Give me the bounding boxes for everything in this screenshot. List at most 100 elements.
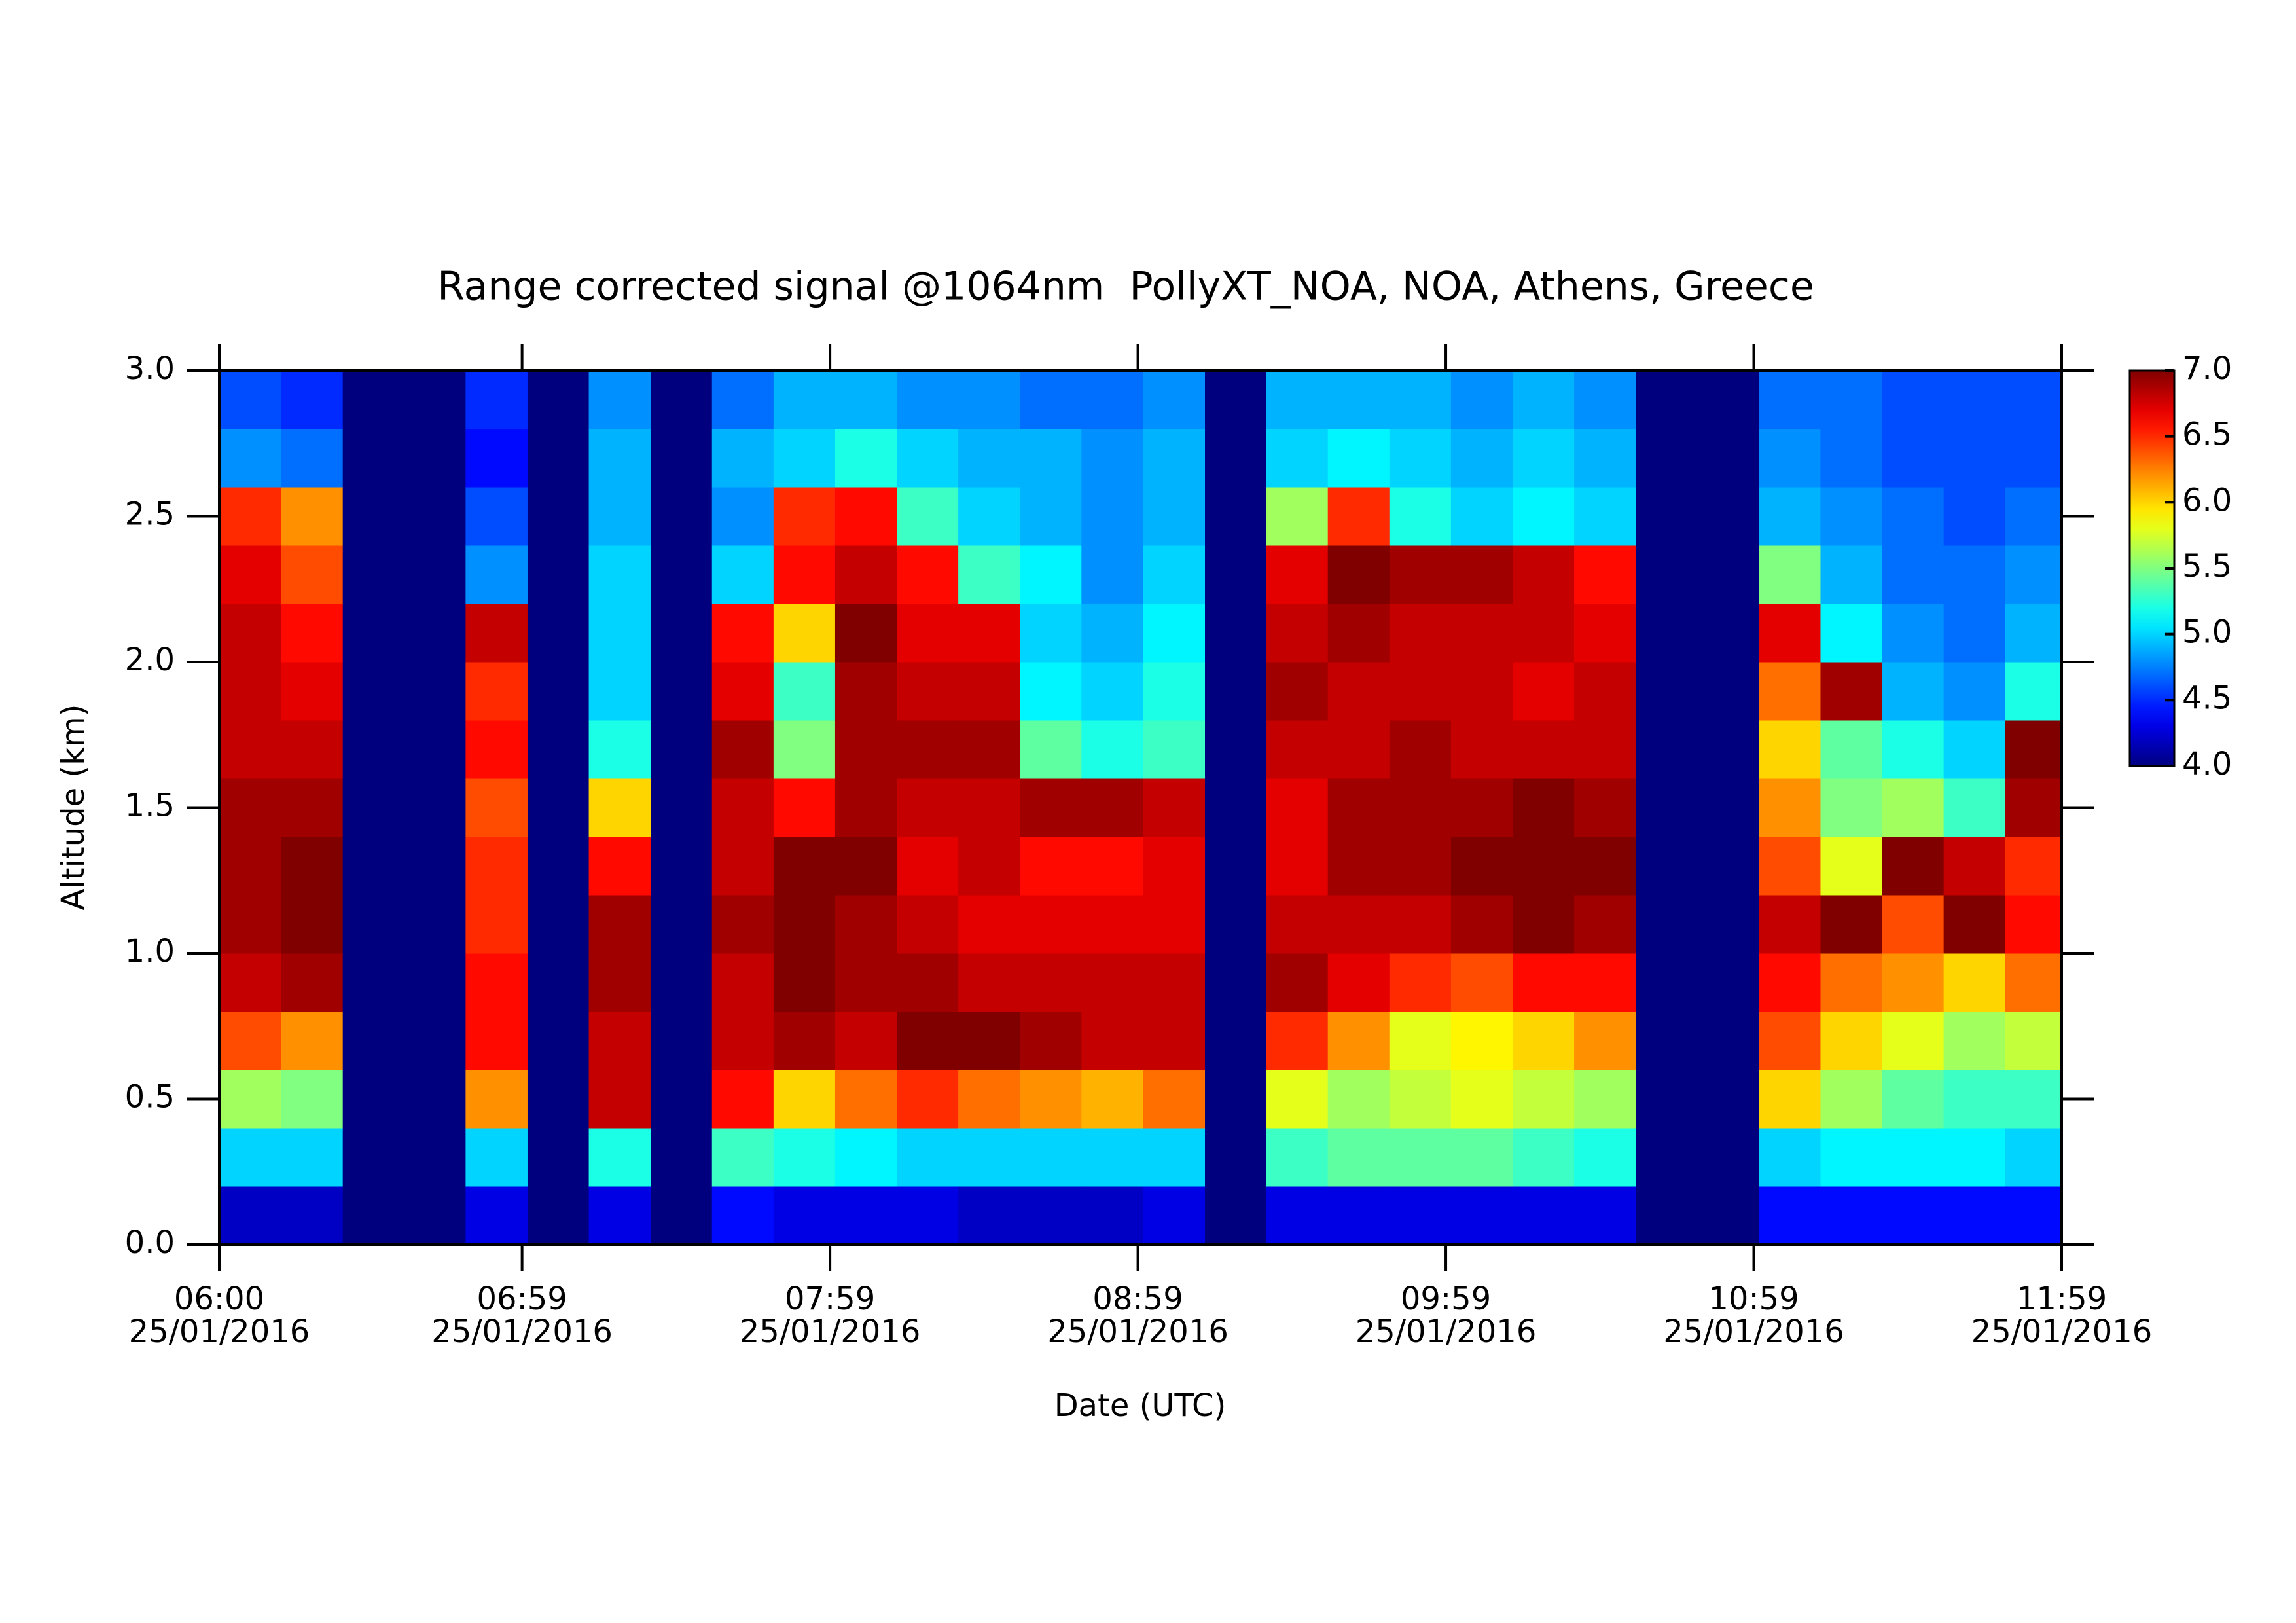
colorbar-tick-label: 7.0 <box>2182 350 2232 387</box>
heatmap-cell <box>1327 662 1390 721</box>
heatmap-cell <box>711 778 774 837</box>
heatmap-cell <box>1759 720 1821 779</box>
heatmap-cell <box>1020 545 1082 604</box>
heatmap-cell <box>1020 1128 1082 1187</box>
heatmap-cell <box>711 662 774 721</box>
heatmap-cell <box>1450 720 1513 779</box>
heatmap-cell <box>1512 662 1575 721</box>
heatmap-cell <box>465 371 528 429</box>
heatmap-cell <box>1266 371 1329 429</box>
heatmap-cell <box>958 1128 1020 1187</box>
heatmap-cell <box>897 778 959 837</box>
heatmap-cell <box>1081 662 1143 721</box>
x-tick-label: 10:59 <box>1708 1281 1799 1317</box>
heatmap-cell <box>711 604 774 663</box>
heatmap-cell <box>1943 604 2006 663</box>
heatmap-cell <box>1389 429 1452 488</box>
heatmap-cell <box>2005 1070 2062 1129</box>
heatmap-cell <box>1389 487 1452 546</box>
heatmap-cell <box>281 953 343 1012</box>
heatmap-cell <box>1512 1012 1575 1070</box>
heatmap-cell <box>958 720 1020 779</box>
heatmap-cell <box>834 895 897 954</box>
heatmap-cell <box>219 778 281 837</box>
heatmap-cell <box>1450 895 1513 954</box>
heatmap-cell <box>1389 895 1452 954</box>
heatmap-cell <box>1820 662 1883 721</box>
heatmap-cell <box>1574 429 1636 488</box>
heatmap-cell <box>1943 1128 2006 1187</box>
heatmap-cell <box>1389 837 1452 896</box>
heatmap-cell <box>1143 487 1206 546</box>
heatmap-cell <box>588 720 651 779</box>
heatmap-cell <box>465 604 528 663</box>
heatmap-cell <box>1143 1070 1206 1129</box>
heatmap-cell <box>1820 1128 1883 1187</box>
heatmap-cell <box>773 837 836 896</box>
heatmap-cell <box>1327 371 1390 429</box>
heatmap-cell <box>1450 1012 1513 1070</box>
heatmap-cell <box>281 837 343 896</box>
heatmap-cell <box>588 1186 651 1245</box>
heatmap-cell <box>588 1070 651 1129</box>
heatmap-cell <box>1882 778 1945 837</box>
heatmap-cell <box>1820 545 1883 604</box>
heatmap-cell <box>1574 487 1636 546</box>
heatmap-cell <box>281 545 343 604</box>
heatmap-cell <box>1266 778 1329 837</box>
heatmap-cell <box>465 895 528 954</box>
heatmap-cell <box>1882 1070 1945 1129</box>
heatmap-cell <box>1820 953 1883 1012</box>
heatmap-cell <box>588 371 651 429</box>
heatmap-cell <box>1512 720 1575 779</box>
heatmap-cell <box>711 720 774 779</box>
heatmap-cell <box>1820 1012 1883 1070</box>
x-tick-date: 25/01/2016 <box>1663 1313 1844 1350</box>
heatmap-cell <box>1143 1128 1206 1187</box>
heatmap-cell <box>1389 953 1452 1012</box>
heatmap-cell <box>1081 1070 1143 1129</box>
colorbar-tick-label: 6.5 <box>2182 416 2232 453</box>
heatmap-cell <box>1820 778 1883 837</box>
heatmap-cell <box>2005 662 2062 721</box>
heatmap-cell <box>2005 1186 2062 1245</box>
heatmap-cell <box>1943 720 2006 779</box>
heatmap-cell <box>1512 778 1575 837</box>
heatmap-cell <box>1081 371 1143 429</box>
heatmap-cell <box>1882 487 1945 546</box>
heatmap-cell <box>1266 487 1329 546</box>
heatmap-cell <box>2005 545 2062 604</box>
heatmap-cell <box>2005 895 2062 954</box>
heatmap-cell <box>1450 1186 1513 1245</box>
heatmap-cell <box>465 1012 528 1070</box>
heatmap-cell <box>281 662 343 721</box>
heatmap-cell <box>1512 1070 1575 1129</box>
heatmap-cell <box>588 778 651 837</box>
x-tick-label: 08:59 <box>1092 1281 1183 1317</box>
heatmap-cell <box>958 662 1020 721</box>
heatmap-cell <box>1143 662 1206 721</box>
heatmap-cell <box>1574 895 1636 954</box>
heatmap-cell <box>1081 895 1143 954</box>
heatmap-cell <box>1759 487 1821 546</box>
x-tick-date: 25/01/2016 <box>740 1313 921 1350</box>
heatmap-cell <box>1943 545 2006 604</box>
heatmap-cell <box>281 1012 343 1070</box>
heatmap-cell <box>1020 604 1082 663</box>
heatmap-cell <box>1574 371 1636 429</box>
heatmap-cell <box>1389 662 1452 721</box>
heatmap-cell <box>219 1128 281 1187</box>
heatmap-cell <box>711 487 774 546</box>
heatmap-cell <box>588 545 651 604</box>
heatmap-cell <box>711 1070 774 1129</box>
heatmap-cell <box>219 1012 281 1070</box>
heatmap-cell <box>219 895 281 954</box>
heatmap-cell <box>1759 545 1821 604</box>
heatmap-cell <box>1882 1012 1945 1070</box>
heatmap-cell <box>2005 371 2062 429</box>
heatmap-cell <box>1882 720 1945 779</box>
colorbar-tick-label: 5.5 <box>2182 548 2232 585</box>
heatmap-cell <box>1450 545 1513 604</box>
heatmap-cell <box>1943 429 2006 488</box>
heatmap-cell <box>958 487 1020 546</box>
